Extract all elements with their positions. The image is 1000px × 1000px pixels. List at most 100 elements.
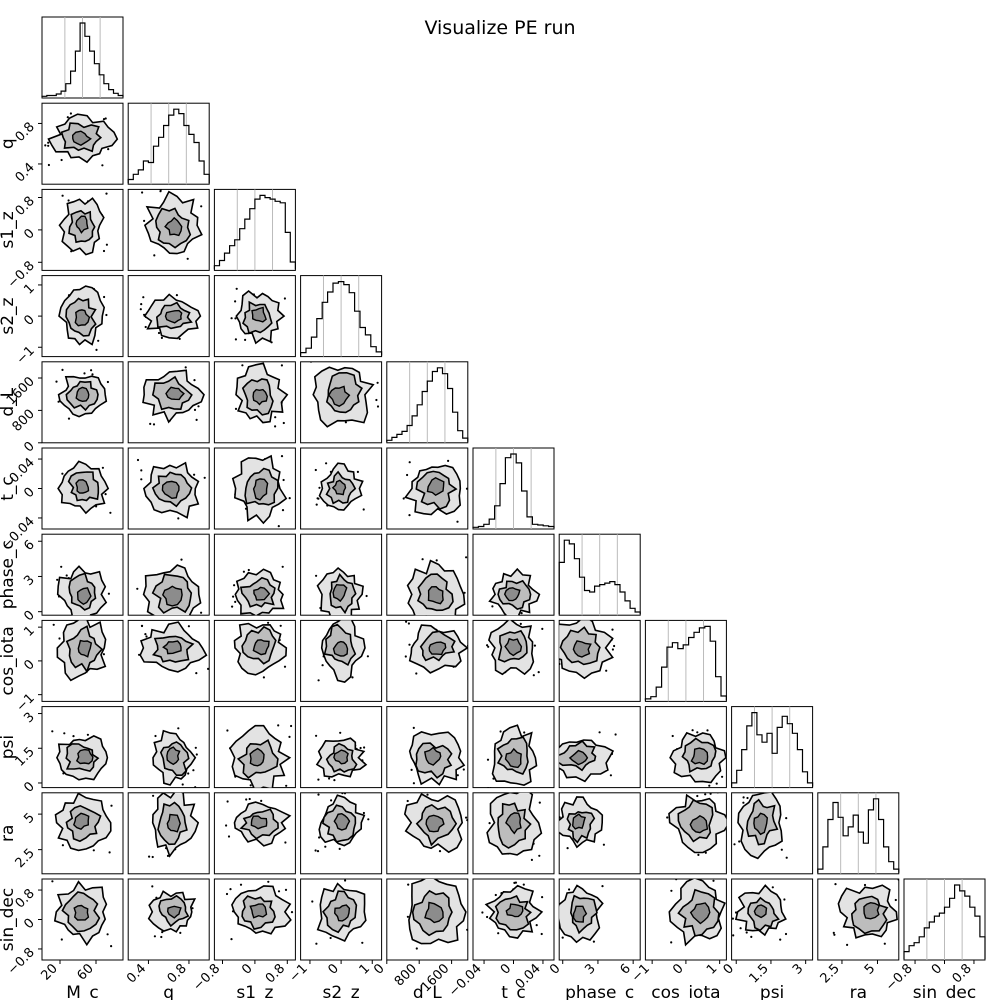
sample-point (102, 653, 105, 656)
sample-point (177, 517, 180, 520)
sample-point (410, 768, 413, 772)
sample-point (47, 144, 50, 147)
sample-point (158, 626, 160, 628)
sample-point (52, 623, 55, 626)
sample-point (234, 359, 236, 361)
contour-inner (164, 309, 183, 324)
sample-point (375, 398, 378, 402)
sample-point (86, 733, 89, 736)
sample-point (148, 855, 151, 858)
sample-point (728, 737, 730, 739)
sample-point (178, 337, 181, 340)
sample-point (611, 648, 615, 651)
sample-point (226, 800, 229, 803)
sample-point (47, 141, 50, 144)
x-axis-label-ra: ra (850, 983, 867, 1000)
x-tick-label: 0 (498, 961, 514, 977)
contour-inner (753, 812, 769, 836)
sample-point (671, 734, 674, 738)
contour-inner (427, 585, 444, 605)
sample-point (317, 778, 320, 781)
x-tick-label: 60 (75, 961, 97, 983)
sample-point (780, 848, 783, 851)
sample-point (314, 468, 317, 472)
sample-point (200, 611, 203, 614)
sample-point (143, 219, 146, 222)
sample-point (233, 584, 236, 587)
sample-point (321, 664, 324, 667)
sample-point (339, 731, 342, 734)
contour-inner (333, 904, 351, 922)
sample-point (47, 163, 51, 167)
sample-point (241, 364, 244, 367)
sample-point (144, 633, 147, 636)
sample-point (139, 308, 142, 311)
sample-point (186, 628, 188, 630)
y-axis-label-q: q (0, 138, 18, 149)
contour-panel-s1_z-vs-d_L (213, 359, 296, 444)
sample-point (540, 932, 543, 936)
sample-point (523, 731, 526, 734)
sample-point (405, 620, 408, 623)
contour-inner (161, 480, 180, 500)
sample-point (187, 625, 190, 628)
y-tick-label: 0.4 (13, 160, 38, 185)
sample-point (193, 379, 196, 382)
sample-point (697, 853, 700, 857)
x-axis-label-psi: psi (760, 983, 784, 1000)
sample-point (153, 935, 156, 938)
sample-point (486, 915, 489, 919)
sample-point (290, 911, 294, 914)
sample-point (277, 890, 281, 893)
histogram-M_c (41, 16, 124, 99)
sample-point (894, 898, 897, 902)
sample-point (316, 497, 319, 500)
sample-point (500, 783, 502, 785)
sample-point (538, 801, 541, 804)
sample-point (234, 300, 237, 303)
sample-point (309, 361, 313, 363)
contour-panel-phase_c-vs-psi (558, 706, 641, 789)
sample-point (51, 880, 54, 883)
contour-panel-s2_z-vs-cos_iota (300, 619, 383, 702)
x-tick-label: 0 (721, 961, 737, 977)
sample-point (56, 578, 59, 581)
x-axis-label-phase_c: phase_c (565, 983, 634, 1000)
sample-point (315, 574, 318, 577)
y-tick-label: 0 (21, 312, 37, 328)
sample-point (462, 768, 465, 771)
contour-inner (332, 583, 348, 603)
x-axis-label-s2_z: s2_z (323, 983, 360, 1000)
sample-point (290, 724, 293, 728)
y-axis-label-phase_c: phase_c (0, 540, 18, 609)
panel-frame (41, 102, 124, 185)
contour-inner (251, 306, 267, 323)
contour-inner (72, 812, 90, 831)
sample-point (883, 942, 886, 945)
sample-point (341, 792, 344, 795)
sample-point (234, 317, 237, 320)
histogram-psi (731, 706, 814, 789)
contour-inner (75, 386, 90, 403)
sample-point (274, 425, 277, 428)
sample-point (330, 799, 333, 802)
sample-point (497, 932, 500, 935)
contour-panel-t_c-vs-sin_dec: −0.04 00.04 (446, 878, 555, 1000)
contour-panel-s2_z-vs-psi (300, 706, 383, 789)
sample-point (267, 880, 270, 883)
sample-point (897, 879, 899, 881)
x-tick-label: 0.4 (124, 961, 149, 986)
sample-point (69, 112, 72, 115)
sample-point (184, 622, 186, 624)
sample-point (670, 889, 673, 892)
y-tick-label: 1 (21, 281, 37, 297)
sample-point (95, 348, 98, 351)
sample-point (226, 729, 229, 732)
histogram-t_c (472, 447, 555, 530)
sample-point (140, 624, 144, 628)
sample-point (367, 818, 370, 821)
sample-point (281, 565, 284, 568)
sample-point (252, 616, 254, 618)
y-tick-label: 0 (21, 226, 37, 242)
sample-point (110, 945, 113, 948)
